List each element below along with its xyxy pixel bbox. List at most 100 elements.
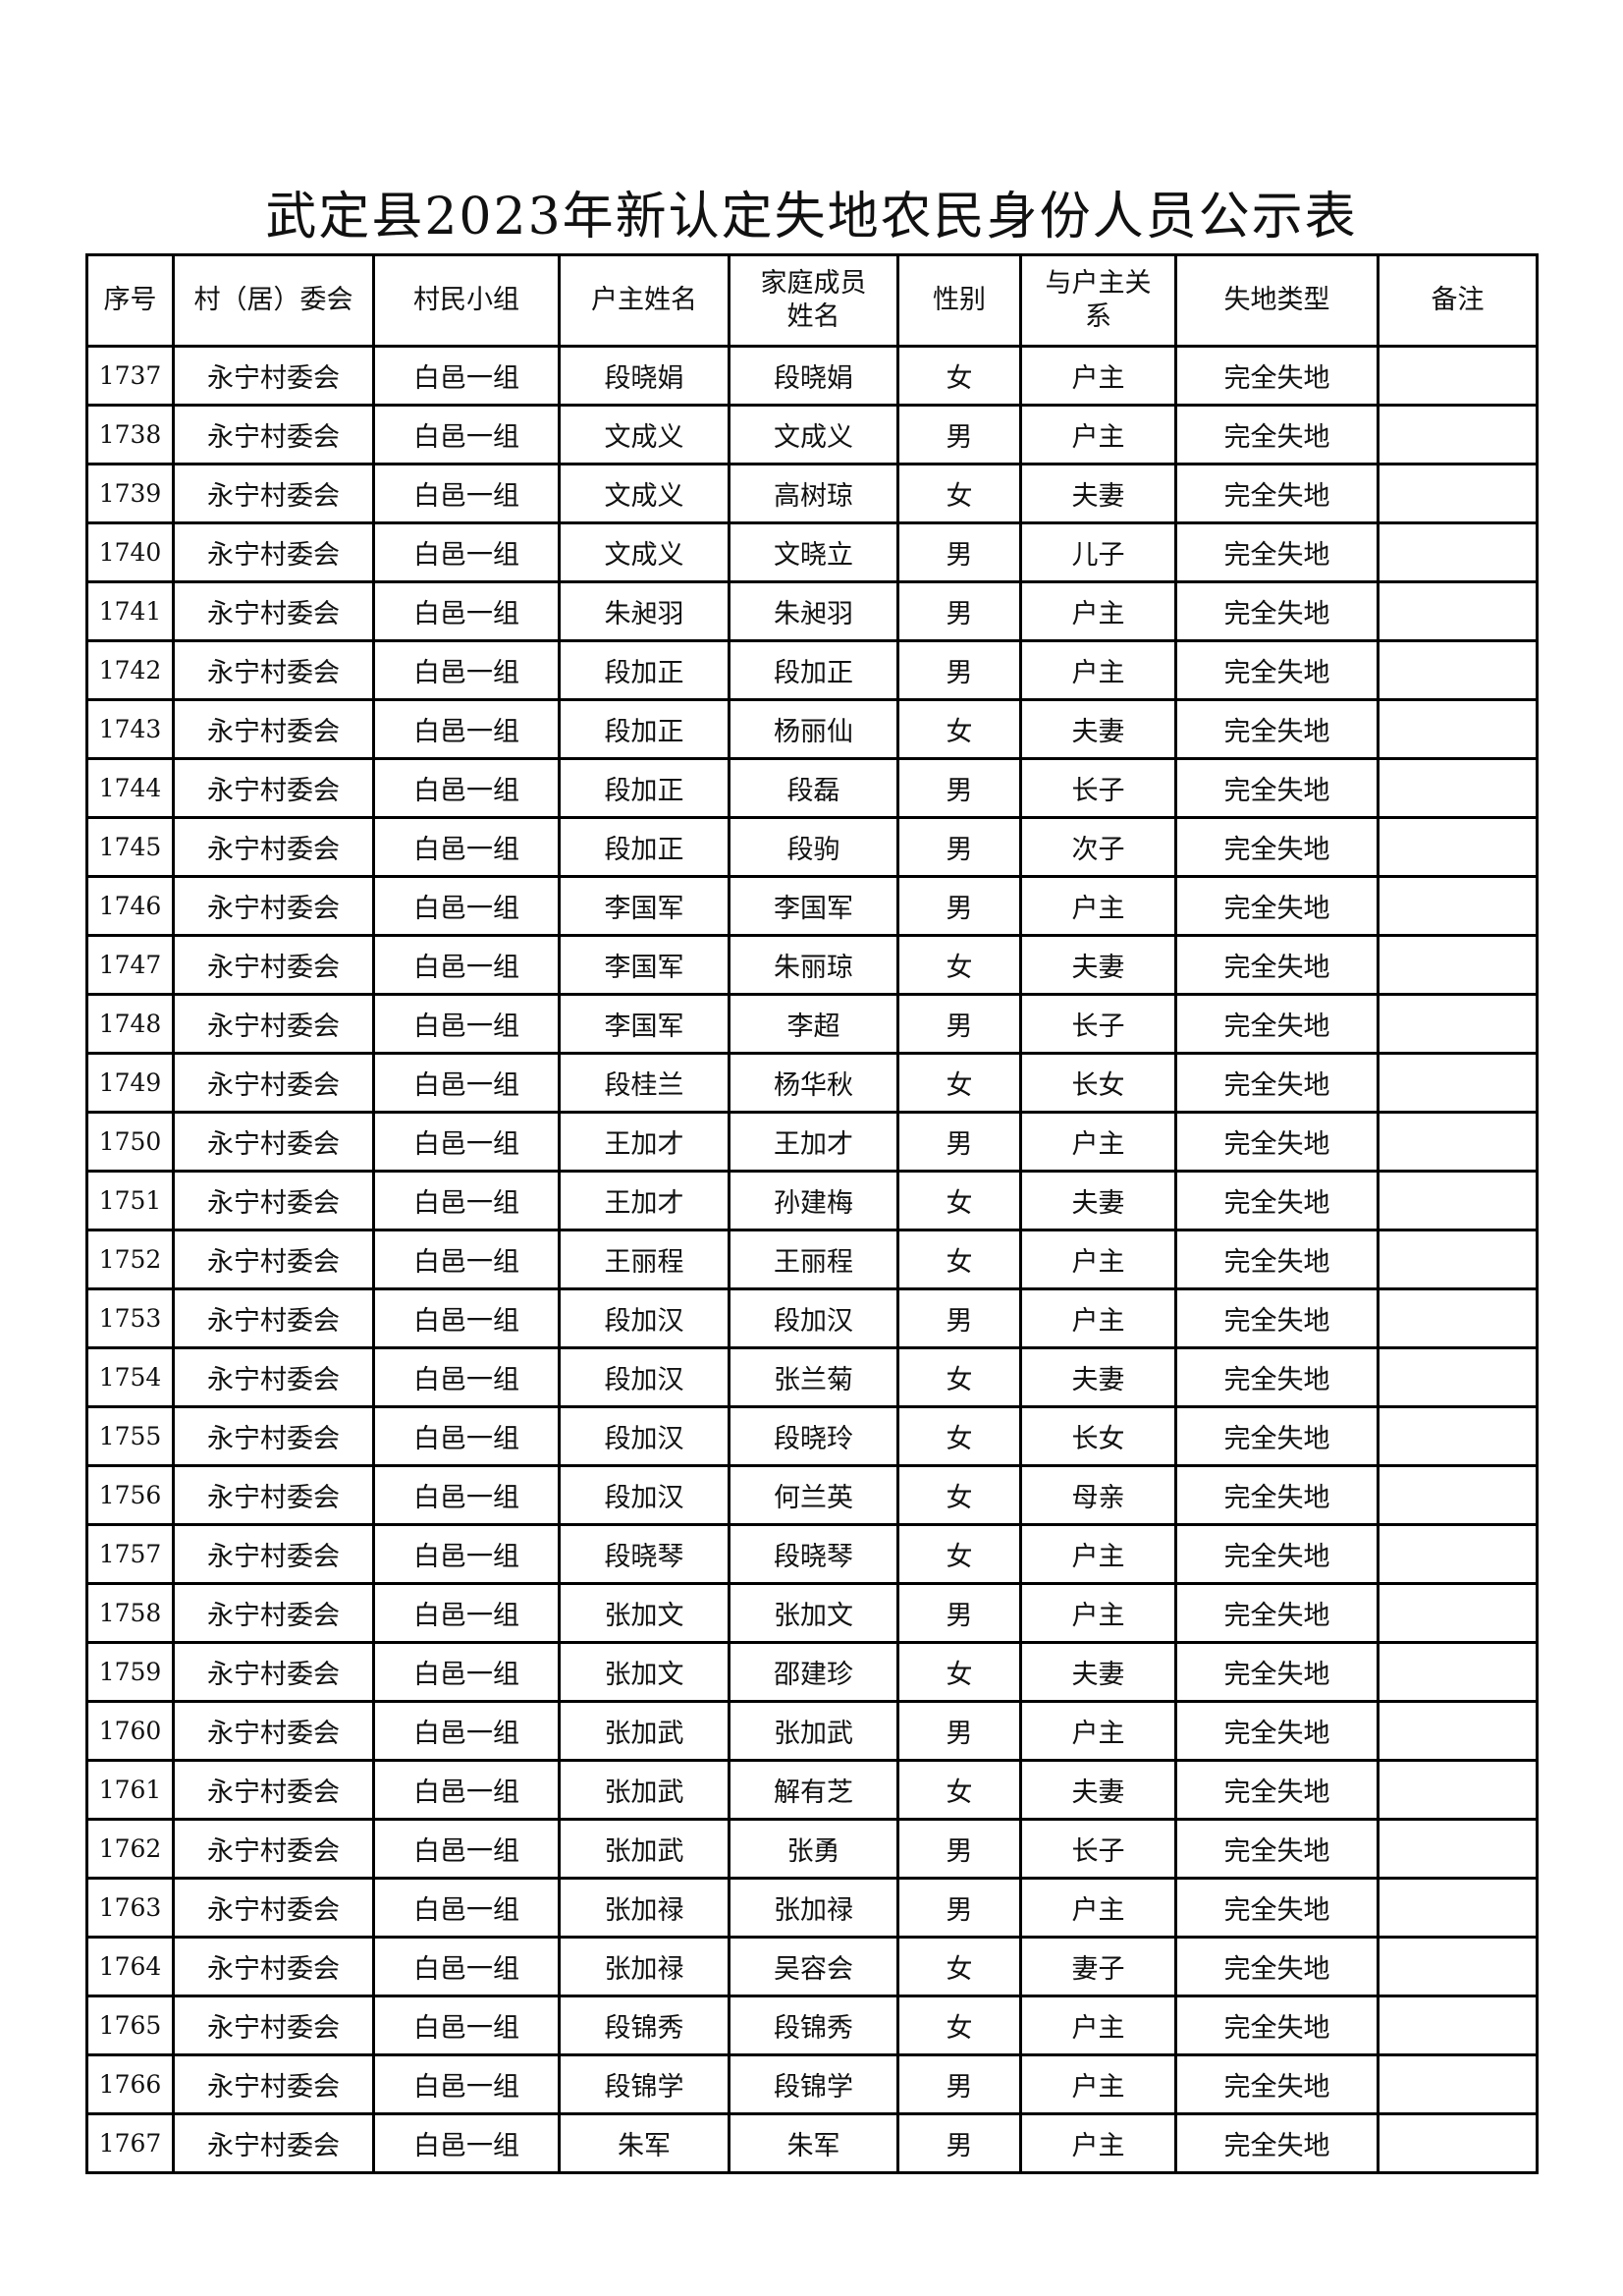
table-row: 1739 永宁村委会 白邑一组 文成义 高树琼女夫妻 完全失地 xyxy=(85,463,1539,524)
col-householder-name-cell: 张加武 xyxy=(558,1818,730,1880)
col-householder-name-cell: 文成义 xyxy=(558,404,730,465)
col-member-name-cell: 段晓玲 xyxy=(728,1405,899,1467)
col-village-committee-cell: 永宁村委会 xyxy=(172,1641,375,1703)
col-gender-cell: 男 xyxy=(896,404,1022,465)
col-member-name-cell: 张加禄 xyxy=(728,1877,899,1939)
col-index-cell: 1749 xyxy=(85,1052,175,1114)
col-gender-cell: 男 xyxy=(896,639,1022,701)
col-gender-cell: 男 xyxy=(896,816,1022,878)
col-village-committee-cell: 永宁村委会 xyxy=(172,463,375,524)
col-relationship-cell: 夫妻 xyxy=(1019,934,1177,996)
col-index-cell: 1751 xyxy=(85,1170,175,1231)
col-index-cell: 1753 xyxy=(85,1287,175,1349)
col-remarks-cell xyxy=(1377,580,1539,642)
col-village-committee-cell: 永宁村委会 xyxy=(172,1877,375,1939)
col-relationship-cell: 夫妻 xyxy=(1019,1759,1177,1821)
table-row: 1747 永宁村委会 白邑一组 李国军 朱丽琼女夫妻 完全失地 xyxy=(85,934,1539,996)
col-member-name-cell: 张加文 xyxy=(728,1582,899,1644)
col-land-loss-type-cell: 完全失地 xyxy=(1174,934,1380,996)
col-relationship-cell: 次子 xyxy=(1019,816,1177,878)
col-gender-cell: 男 xyxy=(896,2053,1022,2115)
table-row: 1764 永宁村委会 白邑一组 张加禄 吴容会女妻子 完全失地 xyxy=(85,1936,1539,1997)
col-villager-group-cell: 白邑一组 xyxy=(372,521,561,583)
col-householder-name-cell: 张加禄 xyxy=(558,1936,730,1997)
col-relationship-cell: 户主 xyxy=(1019,2053,1177,2115)
col-land-loss-type-cell: 完全失地 xyxy=(1174,404,1380,465)
col-remarks-cell xyxy=(1377,1052,1539,1114)
col-land-loss-type-cell: 完全失地 xyxy=(1174,2112,1380,2174)
col-gender-cell: 女 xyxy=(896,1052,1022,1114)
col-member-name-cell: 文晓立 xyxy=(728,521,899,583)
col-land-loss-type-cell: 完全失地 xyxy=(1174,1287,1380,1349)
col-relationship-cell: 户主 xyxy=(1019,1523,1177,1585)
col-villager-group-cell: 白邑一组 xyxy=(372,875,561,937)
col-remarks-cell xyxy=(1377,1582,1539,1644)
col-village-committee-cell: 永宁村委会 xyxy=(172,698,375,760)
col-index-cell: 1752 xyxy=(85,1229,175,1290)
col-villager-group-cell: 白邑一组 xyxy=(372,1936,561,1997)
col-householder-name-cell: 王加才 xyxy=(558,1170,730,1231)
col-village-committee-cell: 永宁村委会 xyxy=(172,404,375,465)
col-land-loss-type-cell: 完全失地 xyxy=(1174,1700,1380,1762)
col-member-name-cell: 邵建珍 xyxy=(728,1641,899,1703)
col-index-cell: 1764 xyxy=(85,1936,175,1997)
col-member-name-cell: 段晓琴 xyxy=(728,1523,899,1585)
col-member-name-cell: 王丽程 xyxy=(728,1229,899,1290)
table-row: 1750 永宁村委会 白邑一组 王加才 王加才男户主 完全失地 xyxy=(85,1111,1539,1173)
col-remarks-cell xyxy=(1377,1229,1539,1290)
col-remarks-cell xyxy=(1377,1818,1539,1880)
col-villager-group-cell: 白邑一组 xyxy=(372,345,561,407)
col-villager-group-cell: 白邑一组 xyxy=(372,1641,561,1703)
header-col-remarks: 备注 xyxy=(1377,253,1539,348)
col-remarks-cell xyxy=(1377,1936,1539,1997)
col-householder-name-cell: 段加汉 xyxy=(558,1346,730,1408)
col-land-loss-type-cell: 完全失地 xyxy=(1174,345,1380,407)
header-col-land-loss-type: 失地类型 xyxy=(1174,253,1380,348)
col-land-loss-type-cell: 完全失地 xyxy=(1174,993,1380,1055)
col-householder-name-cell: 段加正 xyxy=(558,639,730,701)
col-householder-name-cell: 文成义 xyxy=(558,463,730,524)
col-gender-cell: 男 xyxy=(896,875,1022,937)
col-householder-name-cell: 王丽程 xyxy=(558,1229,730,1290)
col-index-cell: 1743 xyxy=(85,698,175,760)
col-gender-cell: 女 xyxy=(896,698,1022,760)
col-gender-cell: 男 xyxy=(896,1582,1022,1644)
col-member-name-cell: 张勇 xyxy=(728,1818,899,1880)
col-householder-name-cell: 朱昶羽 xyxy=(558,580,730,642)
col-member-name-cell: 吴容会 xyxy=(728,1936,899,1997)
table-row: 1751 永宁村委会 白邑一组 王加才 孙建梅女夫妻 完全失地 xyxy=(85,1170,1539,1231)
col-villager-group-cell: 白邑一组 xyxy=(372,1170,561,1231)
col-relationship-cell: 长子 xyxy=(1019,993,1177,1055)
col-relationship-cell: 户主 xyxy=(1019,580,1177,642)
table-row: 1746 永宁村委会 白邑一组 李国军 李国军男户主 完全失地 xyxy=(85,875,1539,937)
col-remarks-cell xyxy=(1377,404,1539,465)
col-villager-group-cell: 白邑一组 xyxy=(372,1111,561,1173)
col-land-loss-type-cell: 完全失地 xyxy=(1174,1995,1380,2056)
col-villager-group-cell: 白邑一组 xyxy=(372,463,561,524)
col-householder-name-cell: 段晓琴 xyxy=(558,1523,730,1585)
col-village-committee-cell: 永宁村委会 xyxy=(172,757,375,819)
col-index-cell: 1747 xyxy=(85,934,175,996)
col-land-loss-type-cell: 完全失地 xyxy=(1174,580,1380,642)
col-land-loss-type-cell: 完全失地 xyxy=(1174,1111,1380,1173)
col-land-loss-type-cell: 完全失地 xyxy=(1174,1229,1380,1290)
col-remarks-cell xyxy=(1377,934,1539,996)
col-village-committee-cell: 永宁村委会 xyxy=(172,580,375,642)
col-villager-group-cell: 白邑一组 xyxy=(372,1287,561,1349)
col-index-cell: 1755 xyxy=(85,1405,175,1467)
table-row: 1754 永宁村委会 白邑一组 段加汉 张兰菊女夫妻 完全失地 xyxy=(85,1346,1539,1408)
page-title: 武定县2023年新认定失地农民身份人员公示表 xyxy=(265,188,1358,246)
col-householder-name-cell: 张加武 xyxy=(558,1700,730,1762)
col-index-cell: 1745 xyxy=(85,816,175,878)
col-villager-group-cell: 白邑一组 xyxy=(372,698,561,760)
col-land-loss-type-cell: 完全失地 xyxy=(1174,698,1380,760)
col-relationship-cell: 户主 xyxy=(1019,1877,1177,1939)
col-village-committee-cell: 永宁村委会 xyxy=(172,2053,375,2115)
col-villager-group-cell: 白邑一组 xyxy=(372,1405,561,1467)
header-col-member-name: 家庭成员姓名 xyxy=(728,253,899,348)
col-index-cell: 1738 xyxy=(85,404,175,465)
col-relationship-cell: 户主 xyxy=(1019,1111,1177,1173)
col-member-name-cell: 张加武 xyxy=(728,1700,899,1762)
col-remarks-cell xyxy=(1377,993,1539,1055)
col-householder-name-cell: 文成义 xyxy=(558,521,730,583)
